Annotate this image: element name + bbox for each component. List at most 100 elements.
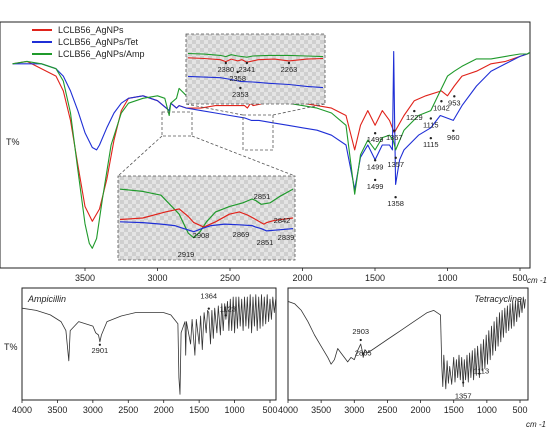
peak-marker <box>440 100 443 103</box>
peak-marker <box>224 61 227 65</box>
x-tick-label: 500 <box>262 405 277 415</box>
peak-marker <box>362 352 365 355</box>
x-tick-label: 3500 <box>47 405 67 415</box>
peak-label: 1364 <box>200 292 217 301</box>
x-tick-label: 2500 <box>118 405 138 415</box>
zoom-line <box>272 103 326 116</box>
peak-marker <box>236 70 239 74</box>
peak-label: 2901 <box>92 346 109 355</box>
inset-upper-box <box>185 33 326 105</box>
inset-upper-series <box>187 52 324 89</box>
x-tick-label: 2500 <box>220 273 240 283</box>
main-plot-frame <box>0 21 531 269</box>
peak-label: 1499 <box>367 162 384 171</box>
peak-label: 2358 <box>229 74 246 83</box>
peak-marker <box>453 95 456 98</box>
x-tick-label: 3000 <box>147 273 167 283</box>
x-tick-label: 1000 <box>437 273 457 283</box>
peak-marker <box>452 129 455 132</box>
ampicillin-plot-frame <box>21 287 277 401</box>
series-line <box>187 75 324 89</box>
inset-lower-series <box>119 188 294 239</box>
legend-label: LCLB56_AgNPs <box>58 25 124 35</box>
legend-label: LCLB56_AgNPs/Amp <box>58 49 145 59</box>
ampicillin-y-axis-label: T% <box>4 342 18 352</box>
peak-marker <box>394 196 397 199</box>
series-line <box>119 188 294 239</box>
peak-marker <box>478 372 481 375</box>
x-tick-label: 3500 <box>75 273 95 283</box>
series-line <box>119 221 294 233</box>
x-tick-label: 4000 <box>278 405 298 415</box>
peak-label: 2839 <box>278 233 295 242</box>
x-tick-label: 2000 <box>411 405 431 415</box>
peak-marker <box>373 132 377 135</box>
peak-label: 2353 <box>232 90 249 99</box>
peak-label: 1115 <box>423 140 439 149</box>
tetracycline-series-group <box>288 296 526 390</box>
peak-marker <box>98 343 101 346</box>
x-tick-label: 3500 <box>311 405 331 415</box>
x-tick-label: 3000 <box>83 405 103 415</box>
peak-label: 2380 <box>217 65 234 74</box>
tetracycline-plot-frame <box>287 287 529 401</box>
x-tick-label: 500 <box>512 273 527 283</box>
tetracycline-annotations: 2903 2865 1357 1113 <box>352 327 489 401</box>
peak-label: 2865 <box>355 348 372 357</box>
peak-label: 2919 <box>178 250 195 259</box>
peak-marker <box>224 314 227 317</box>
x-tick-label: 2500 <box>377 405 397 415</box>
inset-lower-box <box>117 175 296 261</box>
x-tick-label: 1500 <box>444 405 464 415</box>
x-tick-label: 1500 <box>365 273 385 283</box>
peak-label: 1229 <box>406 113 423 122</box>
peak-label: 1042 <box>433 103 450 112</box>
peak-label: 953 <box>448 98 461 107</box>
series-line <box>22 294 276 395</box>
peak-marker <box>429 136 433 140</box>
peak-marker <box>245 61 249 65</box>
x-tick-label: 3000 <box>344 405 364 415</box>
chart-legend: LCLB56_AgNPs LCLB56_AgNPs/Tet LCLB56_AgNPs… <box>32 25 145 59</box>
peak-marker <box>393 129 396 132</box>
series-line <box>12 50 530 190</box>
peak-marker <box>207 307 210 310</box>
ampicillin-title: Ampicillin <box>27 294 66 304</box>
peak-marker <box>429 117 433 120</box>
ampicillin-series-group <box>22 294 276 395</box>
zoom-line <box>117 135 163 177</box>
peak-marker <box>359 338 362 342</box>
x-tick-label: 4000 <box>12 405 32 415</box>
ampicillin-x-axis: 4000 3500 3000 2500 2000 1500 1000 500 <box>12 400 278 415</box>
peak-label: 2851 <box>254 192 271 201</box>
series-line <box>187 52 324 58</box>
tetracycline-title: Tetracycline <box>474 294 522 304</box>
peak-label: 2869 <box>233 230 250 239</box>
peak-label: 1358 <box>387 199 404 208</box>
peak-marker <box>394 156 397 160</box>
peak-label: 1357 <box>455 392 472 401</box>
series-line <box>12 51 530 222</box>
peak-marker <box>239 86 242 90</box>
series-line <box>288 296 526 390</box>
tetracycline-x-axis-unit: cm -1 <box>526 420 546 429</box>
series-line <box>187 57 324 63</box>
zoom-line <box>191 135 296 177</box>
zoom-selection-upper <box>242 114 274 151</box>
peak-label: 1115 <box>423 120 439 129</box>
peak-label: 2908 <box>193 231 210 240</box>
peak-marker <box>413 109 416 113</box>
series-line <box>119 208 294 228</box>
peak-label: 2341 <box>239 65 256 74</box>
peak-label: 1123 <box>220 304 236 313</box>
peak-marker <box>462 381 465 384</box>
x-tick-label: 2000 <box>154 405 174 415</box>
peak-label: 960 <box>447 133 460 142</box>
inset-lower-annotations: 2851 2908 2869 2842 2851 2839 2919 <box>178 192 295 259</box>
x-tick-label: 1500 <box>189 405 209 415</box>
x-tick-label: 500 <box>512 405 527 415</box>
peak-label: 1357 <box>387 160 404 169</box>
